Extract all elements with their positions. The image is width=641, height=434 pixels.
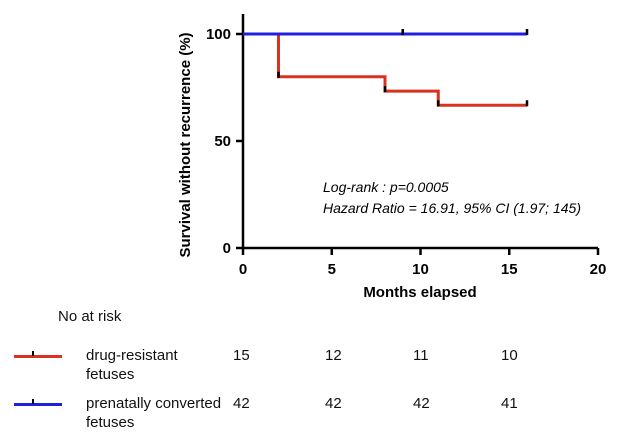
risk-row-drug-resistant: drug-resistant fetuses 15 12 11 10 bbox=[0, 346, 641, 386]
x-tick-label: 5 bbox=[328, 261, 336, 278]
km-chart: 0 5 10 15 20 0 50 100 Survival without recurren… bbox=[177, 14, 606, 300]
risk-value: 15 bbox=[233, 347, 250, 364]
x-tick-label: 20 bbox=[590, 261, 607, 278]
y-tick-label: 0 bbox=[223, 240, 231, 257]
y-tick-label: 50 bbox=[214, 133, 231, 150]
y-axis-label: Survival without recurrence (%) bbox=[177, 32, 194, 257]
risk-value: 42 bbox=[325, 395, 342, 412]
legend-swatch-blue bbox=[14, 399, 62, 406]
risk-row-prenatally-converted: prenatally converted fetuses 42 42 42 41 bbox=[0, 394, 641, 434]
y-tick-label: 100 bbox=[206, 26, 231, 43]
risk-table-title: No at risk bbox=[58, 308, 122, 325]
x-tick-label: 15 bbox=[501, 261, 518, 278]
axes: 0 5 10 15 20 0 50 100 bbox=[206, 14, 606, 278]
legend-swatch-red bbox=[14, 351, 62, 358]
risk-value: 11 bbox=[413, 347, 429, 364]
series-line-0 bbox=[243, 32, 527, 107]
series-layer bbox=[243, 29, 529, 107]
risk-value: 42 bbox=[233, 395, 250, 412]
risk-value: 42 bbox=[413, 395, 430, 412]
logrank-annotation: Log-rank : p=0.0005 bbox=[323, 179, 449, 195]
x-axis-label: Months elapsed bbox=[363, 284, 476, 300]
risk-row-label: drug-resistant fetuses bbox=[86, 347, 178, 383]
risk-value: 10 bbox=[501, 347, 518, 364]
x-tick-label: 0 bbox=[239, 261, 247, 278]
risk-value: 41 bbox=[501, 395, 518, 412]
risk-value: 12 bbox=[325, 347, 342, 364]
x-tick-label: 10 bbox=[412, 261, 429, 278]
risk-row-label: prenatally converted fetuses bbox=[86, 395, 222, 431]
hazard-ratio-annotation: Hazard Ratio = 16.91, 95% CI (1.97; 145) bbox=[323, 200, 581, 216]
